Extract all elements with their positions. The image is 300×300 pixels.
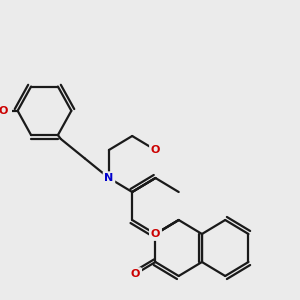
Text: O: O [151, 229, 160, 239]
Text: O: O [131, 269, 140, 279]
Text: O: O [151, 229, 160, 239]
Text: O: O [0, 106, 8, 116]
Text: N: N [104, 173, 114, 183]
Text: O: O [151, 145, 160, 155]
